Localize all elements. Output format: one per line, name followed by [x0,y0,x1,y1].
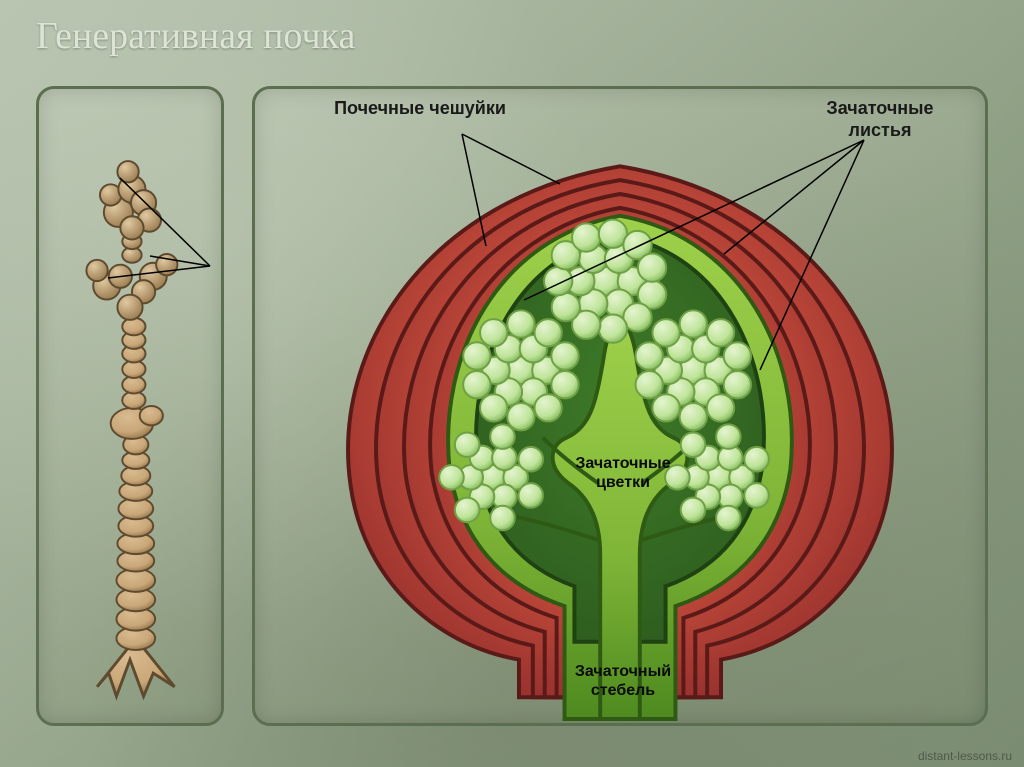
panel-branch [36,86,224,726]
watermark: distant-lessons.ru [918,749,1012,763]
page-title: Генеративная почка [36,14,355,58]
label-leaves: Зачаточные листья [800,98,960,141]
bud-svg [255,89,985,723]
label-stem: Зачаточный стебель [548,662,698,700]
label-flowers: Зачаточные цветки [548,454,698,492]
label-scales: Почечные чешуйки [320,98,520,120]
branch-svg [39,89,221,723]
panel-bud-diagram [252,86,988,726]
